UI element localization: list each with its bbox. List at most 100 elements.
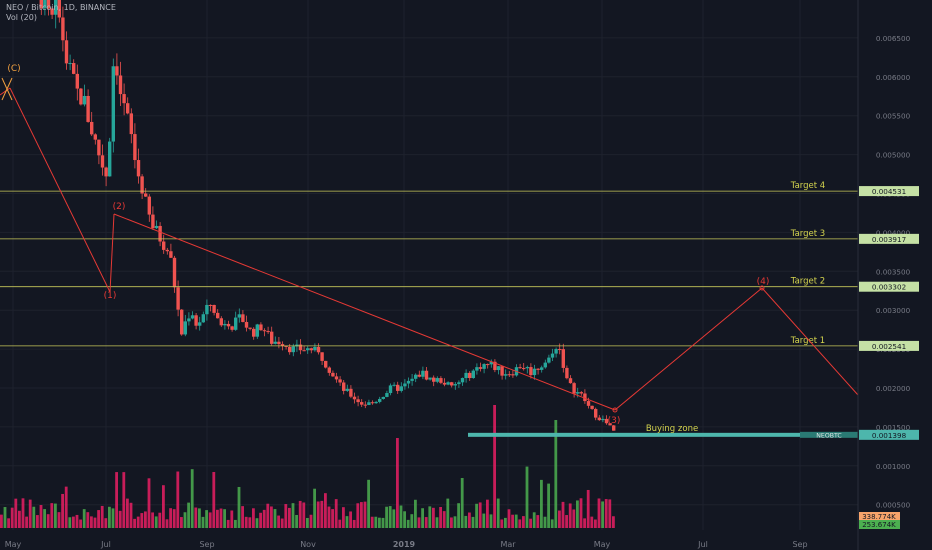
volume-bar <box>25 516 28 528</box>
candle-body <box>93 134 97 140</box>
volume-bar <box>468 512 471 528</box>
candle-body <box>334 376 339 380</box>
candle-body <box>597 417 601 421</box>
price-tick-label: 0.003000 <box>876 306 911 315</box>
time-tick-label: 2019 <box>393 540 416 549</box>
candle-body <box>522 368 526 370</box>
volume-bar <box>392 509 396 528</box>
volume-bar <box>234 519 237 528</box>
wave-label: (C) <box>7 64 20 74</box>
candle-body <box>572 383 576 394</box>
candle-body <box>442 382 447 385</box>
volume-bar <box>320 500 324 528</box>
volume-bar <box>75 514 79 528</box>
volume-bar <box>511 514 514 528</box>
price-tick-label: 0.005500 <box>876 112 911 121</box>
volume-bar <box>457 503 460 528</box>
candle-body <box>604 418 609 424</box>
volume-bar <box>187 502 190 528</box>
candle-body <box>72 63 76 74</box>
volume-bar <box>327 506 331 528</box>
time-tick-label: Jul <box>697 540 708 549</box>
candle-body <box>428 377 432 380</box>
volume-bar <box>169 508 172 528</box>
volume-bar <box>446 498 450 528</box>
time-axis[interactable]: May Jul Sep Nov 2019 Mar May Jul Sep <box>5 540 808 549</box>
candle-body <box>68 63 72 65</box>
candle-body <box>309 348 313 351</box>
volume-value-label: 253.674K <box>862 521 896 529</box>
volume-bar <box>612 516 615 528</box>
volume-bar <box>68 517 72 528</box>
candle-body <box>230 326 234 330</box>
volume-bar <box>428 506 432 528</box>
volume-bar <box>464 515 468 528</box>
target-label: Target 2 <box>790 277 825 287</box>
volume-bar <box>10 507 14 528</box>
volume-bar <box>255 518 259 528</box>
candle-body <box>165 249 169 252</box>
candle-body <box>273 341 277 344</box>
candle-body <box>331 372 335 377</box>
candle-body <box>306 348 310 351</box>
volume-bar <box>471 516 475 528</box>
candle-body <box>115 66 119 76</box>
volume-value-badge <box>859 512 900 521</box>
candle-body <box>561 349 565 368</box>
candle-body <box>198 322 202 326</box>
volume-bar <box>43 509 46 528</box>
candle-body <box>396 384 400 391</box>
volume-bar <box>266 503 270 528</box>
volume-bar <box>28 499 32 528</box>
volume-bar <box>3 507 7 528</box>
volume-bar <box>172 509 176 528</box>
candle-body <box>460 378 465 383</box>
candle-body <box>219 318 223 326</box>
candle-body <box>43 0 47 9</box>
volume-bar <box>432 507 435 528</box>
volume-bar <box>284 504 288 528</box>
volume-bar <box>230 510 234 528</box>
volume-bar <box>140 513 144 528</box>
volume-bar <box>482 513 486 528</box>
volume-bar <box>565 515 568 528</box>
candle-body <box>183 321 187 335</box>
candle-body <box>421 370 425 377</box>
volume-bar <box>475 503 478 528</box>
volume-bar <box>223 509 226 528</box>
candle-body <box>507 374 511 376</box>
wave-label: (2) <box>113 202 126 212</box>
candle-body <box>216 312 220 319</box>
candle-body <box>223 323 227 326</box>
volume-bar <box>244 516 248 528</box>
volume-bar <box>518 519 522 528</box>
candle-body <box>136 160 141 177</box>
candle-body <box>342 382 346 391</box>
volume-bar <box>493 405 496 528</box>
candle-body <box>489 361 493 365</box>
candle-body <box>270 331 274 344</box>
volume-bar <box>406 519 410 528</box>
candle-body <box>518 367 522 369</box>
volume-bar <box>104 518 108 528</box>
candle-body <box>482 364 486 369</box>
volume-bar <box>572 509 576 528</box>
price-level-label: 0.001398 <box>872 431 907 440</box>
volume-bar <box>478 502 482 528</box>
time-tick-label: Nov <box>300 540 316 549</box>
candle-body <box>324 360 328 368</box>
price-axis[interactable]: 0.0065000.0060000.0055000.0050000.004500… <box>859 34 919 529</box>
candle-body <box>111 66 115 142</box>
time-tick-label: Sep <box>792 540 807 549</box>
volume-bar <box>360 502 363 528</box>
volume-bar <box>597 498 601 528</box>
candle-body <box>478 367 483 369</box>
volume-bar <box>180 517 183 528</box>
volume-bar <box>496 498 500 528</box>
candle-body <box>363 404 367 406</box>
volume-bar <box>270 506 273 528</box>
volume-bar <box>306 517 309 528</box>
wave-label: (3) <box>608 416 621 426</box>
candle-body <box>536 368 540 370</box>
